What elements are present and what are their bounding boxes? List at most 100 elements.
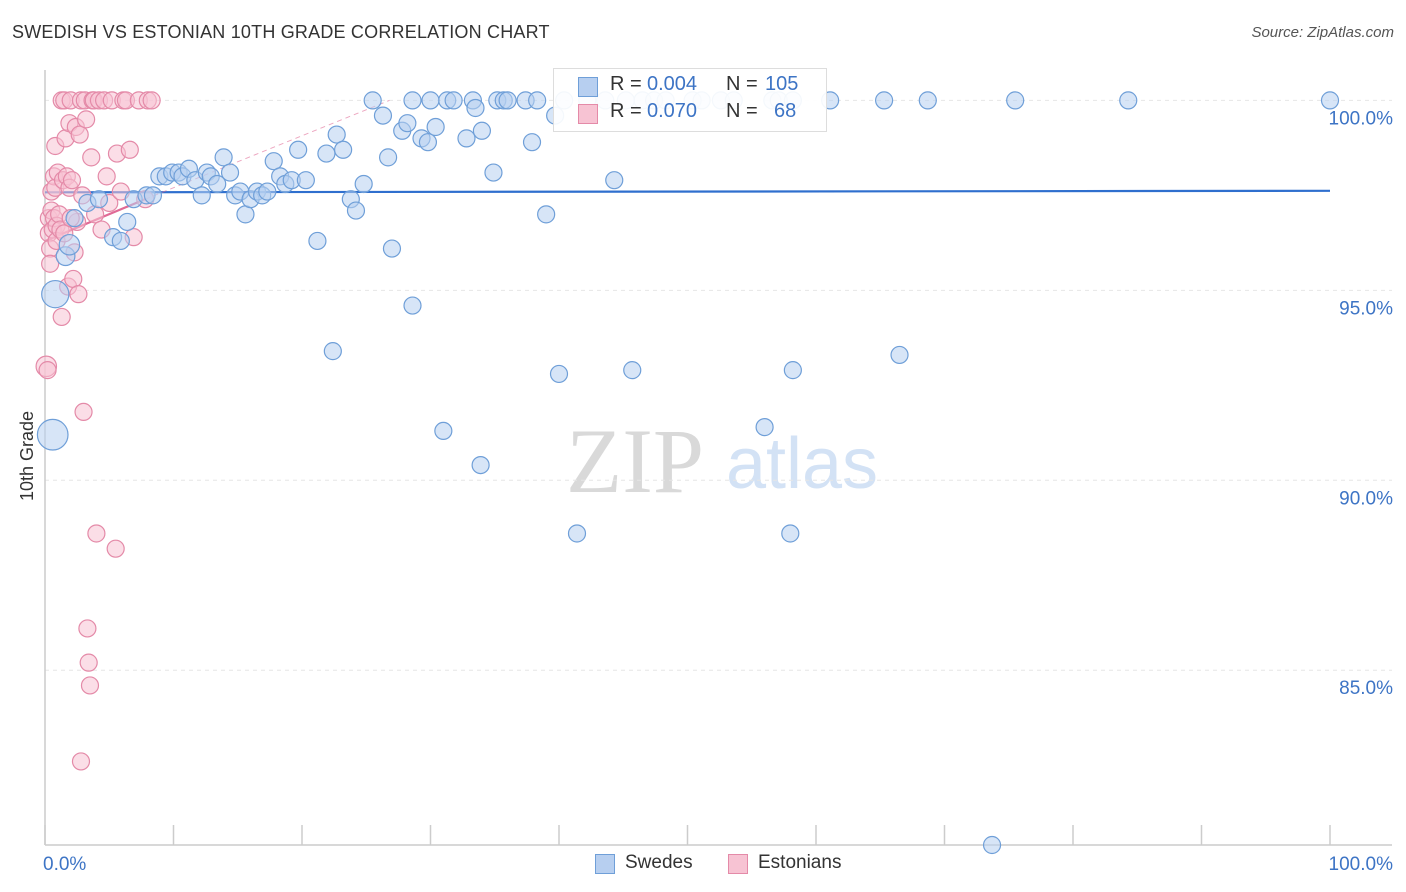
estonians-point: [70, 125, 89, 144]
y-tick-label: 100.0%: [1329, 108, 1394, 129]
swedes-point: [549, 364, 569, 384]
swedes-point: [755, 418, 774, 437]
swedes-point: [444, 91, 463, 110]
watermark-atlas: atlas: [726, 424, 878, 504]
swedes-point: [264, 152, 283, 171]
swedes-point: [484, 163, 503, 182]
swedes-point: [403, 296, 422, 315]
swedes-point: [875, 91, 894, 110]
swedes-point: [192, 186, 211, 205]
swedes-point: [471, 455, 490, 475]
swedes-point: [373, 106, 393, 125]
swedes-point: [434, 421, 453, 441]
swedes-point: [363, 91, 382, 110]
swedes-point: [36, 418, 69, 451]
swedes-point: [918, 91, 937, 110]
swedes-point: [382, 239, 402, 258]
y-axis-label: 10th Grade: [17, 411, 37, 501]
swedes-swatch: [578, 77, 598, 97]
swedes-point: [208, 174, 227, 194]
swedes-point: [466, 98, 485, 118]
estonians-point: [62, 171, 82, 190]
swedes-point: [296, 171, 315, 190]
estonians-point: [74, 402, 93, 422]
estonians-point: [41, 254, 60, 273]
estonians-point: [82, 148, 101, 167]
swedes-n-label: N =: [726, 73, 758, 95]
swedes-point: [65, 209, 84, 228]
swedes-point: [214, 148, 233, 167]
estonians-trend-extension: [145, 99, 390, 200]
x-tick-label: 0.0%: [43, 854, 86, 875]
swedes-point: [398, 114, 417, 133]
estonians-point: [69, 285, 88, 304]
swedes-point: [1119, 91, 1138, 110]
swedes-point: [418, 133, 438, 152]
source-credit: Source: ZipAtlas.com: [1251, 24, 1394, 41]
y-tick-label: 85.0%: [1339, 678, 1393, 699]
estonians-point: [71, 752, 91, 771]
swedes-point: [317, 144, 336, 163]
swedes-point: [1320, 91, 1340, 110]
swedes-point: [258, 182, 277, 201]
swedes-point: [537, 205, 556, 224]
swedes-point: [41, 279, 70, 309]
estonians-point: [77, 110, 96, 129]
swedes-point: [498, 91, 517, 110]
watermark-zip: ZIP: [566, 410, 704, 512]
chart-title: SWEDISH VS ESTONIAN 10TH GRADE CORRELATI…: [12, 22, 550, 42]
estonians-point: [142, 91, 161, 110]
estonians-point: [79, 653, 98, 672]
estonians-point: [97, 167, 116, 186]
swedes-point: [623, 361, 642, 380]
swedes-point: [354, 174, 373, 194]
swedes-point: [323, 342, 342, 361]
swedes-point: [1006, 91, 1025, 110]
estonians-point: [64, 269, 83, 289]
swedes-r-value: 0.004: [647, 73, 698, 95]
correlation-legend: R = 0.004 N = 105 R = 0.070 N = 68: [553, 68, 827, 132]
swedes-point: [118, 212, 137, 232]
swedes-point: [403, 91, 422, 110]
estonians-point: [52, 307, 71, 327]
estonians-point: [120, 140, 139, 159]
swedes-point: [89, 190, 109, 209]
swedes-point: [289, 140, 308, 159]
swedes-point: [58, 233, 81, 256]
swedes-point: [143, 186, 163, 205]
swedes-point: [472, 121, 491, 140]
swedes-point: [605, 171, 624, 190]
bottom-estonians-swatch: [728, 854, 748, 874]
swedes-point: [308, 231, 327, 251]
estonians-point: [106, 539, 125, 558]
swedes-point: [567, 524, 587, 543]
swedes-n-value: 105: [765, 73, 799, 95]
estonians-n-value: 68: [774, 100, 797, 122]
swedes-point: [781, 524, 800, 543]
estonians-point: [38, 361, 57, 380]
swedes-point: [236, 205, 255, 224]
swedes-point: [378, 148, 398, 167]
swedes-point: [426, 117, 445, 137]
bottom-estonians-label: Estonians: [758, 852, 842, 873]
swedes-r-label: R =: [610, 73, 642, 95]
swedes-point: [890, 345, 909, 365]
swedes-point: [982, 835, 1002, 855]
swedes-point: [346, 201, 366, 220]
swedes-point: [334, 140, 353, 159]
y-tick-label: 95.0%: [1339, 298, 1393, 319]
swedes-point: [421, 91, 440, 110]
estonians-r-label: R =: [610, 100, 642, 122]
swedes-point: [111, 231, 130, 251]
estonians-n-label: N =: [726, 100, 758, 122]
swedes-point: [457, 129, 476, 148]
swedes-point: [220, 163, 240, 182]
estonians-point: [80, 676, 100, 695]
bottom-swedes-label: Swedes: [625, 852, 693, 873]
estonians-r-value: 0.070: [647, 100, 698, 122]
x-tick-label: 100.0%: [1329, 854, 1394, 875]
swedes-point: [528, 91, 547, 110]
y-tick-label: 90.0%: [1339, 488, 1393, 509]
estonians-point: [78, 619, 97, 638]
